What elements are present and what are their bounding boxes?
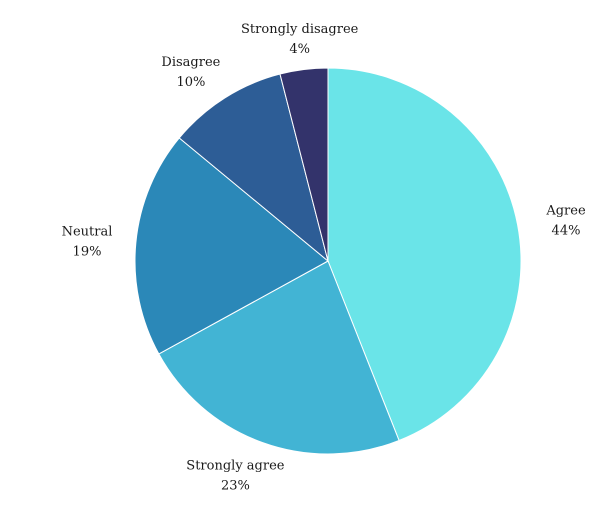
pie-label-disagree: Disagree 10% [161,55,220,90]
pie-label-percent: 4% [289,42,310,57]
pie-label-category: Strongly agree [186,459,284,474]
pie-label-percent: 10% [176,75,205,90]
pie-label-category: Agree [545,204,586,219]
pie-label-neutral: Neutral 19% [62,225,113,260]
pie-label-percent: 44% [552,224,581,239]
pie-slice-disagree [178,73,329,263]
pie-label-strongly-disagree: Strongly disagree 4% [241,22,359,57]
pie-label-agree: Agree 44% [545,204,586,239]
pie-slice-strongly-agree [158,260,400,455]
pie-slice-neutral [134,137,329,355]
pie-label-category: Disagree [161,55,220,70]
pie-label-category: Strongly disagree [241,22,359,37]
pie-label-strongly-agree: Strongly agree 23% [186,459,284,494]
pie-slices [134,67,522,455]
pie-label-category: Neutral [62,225,113,240]
pie-slice-strongly-disagree [279,67,329,262]
pie-label-percent: 23% [221,479,250,494]
pie-labels: Agree 44% Strongly agree 23% Neutral 19% Disag… [62,22,586,494]
pie-slice-agree [327,67,522,442]
pie-label-percent: 19% [73,245,102,260]
